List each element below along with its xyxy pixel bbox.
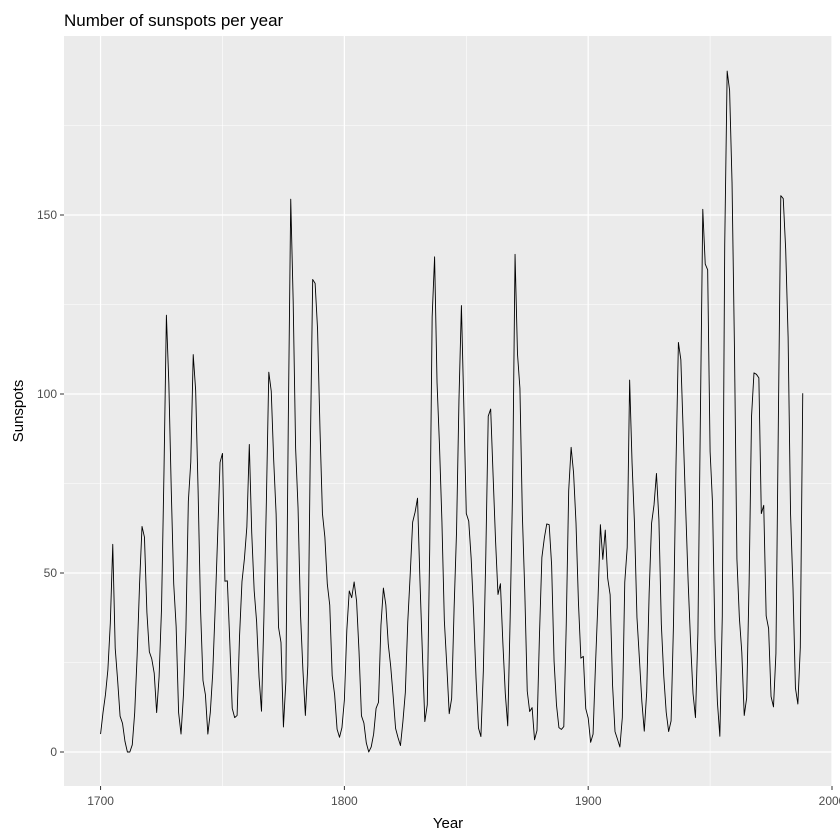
x-tick-label: 1700	[87, 794, 114, 808]
y-tick-label: 100	[37, 387, 57, 401]
grid-minor-lines	[64, 36, 832, 786]
chart-title: Number of sunspots per year	[64, 11, 284, 30]
sunspots-series-line	[100, 70, 804, 753]
plot-panel	[64, 36, 832, 786]
y-tick-label: 150	[37, 208, 57, 222]
y-tick-label: 0	[50, 745, 57, 759]
x-tick-label: 1800	[331, 794, 358, 808]
x-tick-label: 1900	[575, 794, 602, 808]
y-axis-ticks: 0 50 100 150	[37, 208, 64, 759]
y-tick-label: 50	[44, 566, 58, 580]
x-axis-title: Year	[433, 815, 463, 832]
y-axis-title: Sunspots	[10, 380, 27, 443]
